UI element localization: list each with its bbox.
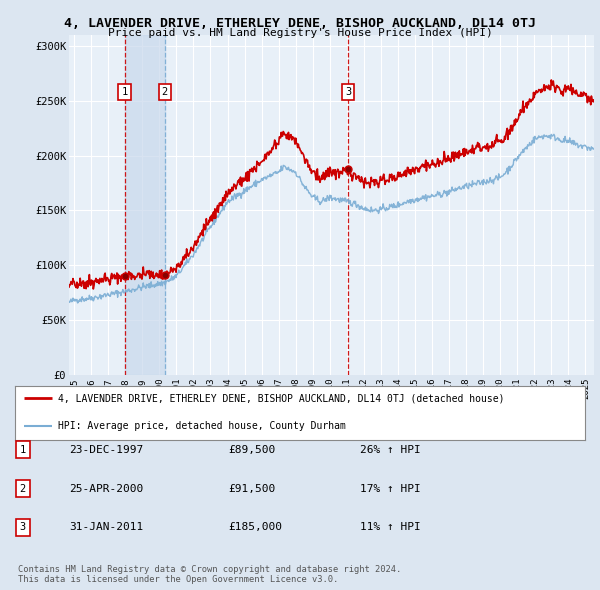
Text: £91,500: £91,500	[228, 484, 275, 493]
Text: £185,000: £185,000	[228, 523, 282, 532]
Text: 4, LAVENDER DRIVE, ETHERLEY DENE, BISHOP AUCKLAND, DL14 0TJ: 4, LAVENDER DRIVE, ETHERLEY DENE, BISHOP…	[64, 17, 536, 30]
Text: HPI: Average price, detached house, County Durham: HPI: Average price, detached house, Coun…	[58, 421, 346, 431]
Text: £89,500: £89,500	[228, 445, 275, 454]
Text: 4, LAVENDER DRIVE, ETHERLEY DENE, BISHOP AUCKLAND, DL14 0TJ (detached house): 4, LAVENDER DRIVE, ETHERLEY DENE, BISHOP…	[58, 393, 504, 403]
Text: Contains HM Land Registry data © Crown copyright and database right 2024.
This d: Contains HM Land Registry data © Crown c…	[18, 565, 401, 584]
Text: 3: 3	[20, 523, 26, 532]
Bar	[125, 35, 165, 375]
Text: 17% ↑ HPI: 17% ↑ HPI	[360, 484, 421, 493]
Text: 1: 1	[20, 445, 26, 454]
Text: 1: 1	[122, 87, 128, 97]
Text: 26% ↑ HPI: 26% ↑ HPI	[360, 445, 421, 454]
Text: 3: 3	[345, 87, 352, 97]
Text: 2: 2	[20, 484, 26, 493]
Text: 23-DEC-1997: 23-DEC-1997	[69, 445, 143, 454]
Text: 31-JAN-2011: 31-JAN-2011	[69, 523, 143, 532]
Text: Price paid vs. HM Land Registry's House Price Index (HPI): Price paid vs. HM Land Registry's House …	[107, 28, 493, 38]
Text: 25-APR-2000: 25-APR-2000	[69, 484, 143, 493]
Text: 11% ↑ HPI: 11% ↑ HPI	[360, 523, 421, 532]
Text: 2: 2	[161, 87, 168, 97]
